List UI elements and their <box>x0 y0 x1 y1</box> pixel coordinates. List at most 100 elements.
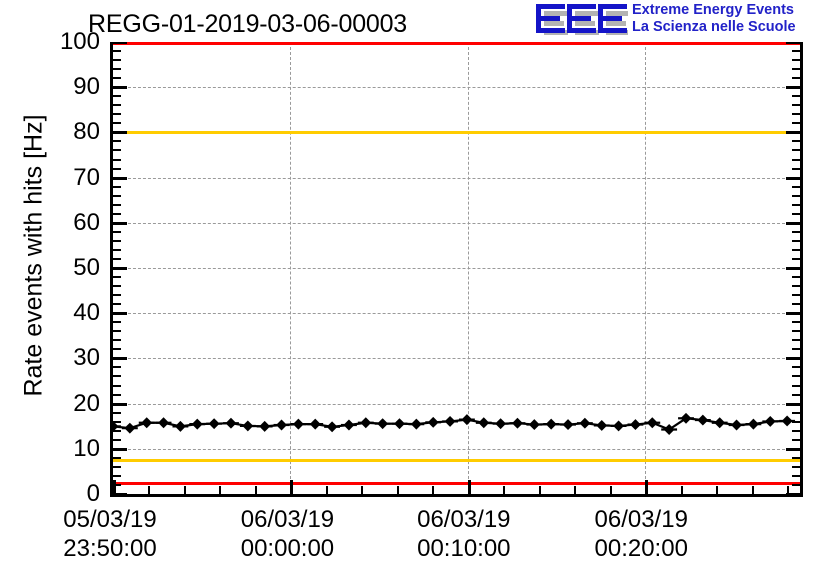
y-tick-minor-right <box>792 375 800 378</box>
y-tick-minor-right <box>792 113 800 116</box>
x-tick-major <box>290 480 294 494</box>
y-tick-minor-right <box>792 149 800 152</box>
data-point-marker <box>427 416 439 428</box>
y-tick-minor-right <box>792 167 800 170</box>
data-point-marker <box>764 415 776 427</box>
y-tick-major <box>113 402 127 406</box>
y-tick-label: 50 <box>73 254 100 281</box>
y-tick-minor-right <box>792 122 800 125</box>
data-point-marker <box>528 419 540 431</box>
y-tick-major <box>113 176 127 180</box>
eee-logo: Extreme Energy Events La Scienza nelle S… <box>536 2 832 38</box>
y-tick-minor <box>113 113 121 116</box>
y-tick-minor <box>113 104 121 107</box>
y-tick-minor <box>113 483 121 486</box>
y-tick-minor-right <box>792 95 800 98</box>
x-tick-label-time: 00:20:00 <box>594 535 688 562</box>
y-tick-major <box>113 131 127 135</box>
y-tick-minor <box>113 122 121 125</box>
data-point-marker <box>326 421 338 433</box>
data-point-marker <box>562 419 574 431</box>
eee-logo-line1: Extreme Energy Events <box>632 2 794 18</box>
data-point-marker <box>646 417 658 429</box>
x-tick-label-time: 00:10:00 <box>417 535 511 562</box>
x-tick-label: 05/03/19 23:50:00 <box>20 505 200 563</box>
eee-logo-text: Extreme Energy Events La Scienza nelle S… <box>632 2 832 36</box>
y-tick-major-right <box>786 267 800 270</box>
y-tick-label: 20 <box>73 389 100 417</box>
y-tick-minor <box>113 257 121 260</box>
y-tick-minor-right <box>792 366 800 369</box>
y-tick-minor <box>113 248 121 251</box>
y-tick-minor <box>113 212 121 215</box>
x-tick-minor <box>219 486 222 494</box>
x-tick-minor <box>183 486 186 494</box>
gridline-horizontal <box>113 448 800 450</box>
y-tick-minor <box>113 321 121 324</box>
y-tick-minor <box>113 294 121 297</box>
y-tick-major <box>113 221 127 225</box>
y-tick-minor-right <box>792 158 800 161</box>
y-tick-minor-right <box>792 303 800 306</box>
y-tick-minor-right <box>792 50 800 53</box>
data-series <box>113 412 796 435</box>
data-point-marker <box>596 419 608 431</box>
data-point-marker <box>478 417 490 429</box>
y-tick-major <box>113 493 127 494</box>
gridline-vertical <box>645 42 647 494</box>
data-point-marker <box>461 414 473 426</box>
y-tick-minor-right <box>792 438 800 441</box>
y-tick-label: 60 <box>73 208 100 236</box>
x-tick-label-time: 00:00:00 <box>240 535 335 562</box>
gridline-horizontal <box>113 403 800 405</box>
y-tick-minor-right <box>792 393 800 396</box>
data-point-marker <box>394 418 405 430</box>
x-tick-major <box>467 480 471 494</box>
gridline-horizontal <box>113 222 800 224</box>
y-tick-major <box>113 42 127 44</box>
y-tick-major-right <box>786 176 800 180</box>
upper-red-limit <box>113 42 800 45</box>
y-tick-major <box>113 267 127 270</box>
y-tick-minor-right <box>792 77 800 80</box>
y-tick-minor-right <box>792 140 800 143</box>
y-tick-major-right <box>786 357 800 361</box>
y-tick-label: 100 <box>59 28 100 55</box>
page-title: REGG-01-2019-03-06-00003 <box>88 10 408 38</box>
y-tick-minor-right <box>792 194 800 197</box>
y-tick-minor <box>113 429 121 432</box>
y-tick-minor <box>113 140 121 143</box>
y-tick-minor-right <box>792 257 800 260</box>
y-tick-minor <box>113 158 121 161</box>
y-tick-minor-right <box>792 294 800 297</box>
x-tick-label: 06/03/19 00:20:00 <box>551 505 731 563</box>
data-point-marker <box>731 419 743 431</box>
y-tick-label: 40 <box>73 299 100 327</box>
y-tick-minor-right <box>792 285 800 288</box>
x-tick-major <box>645 480 649 494</box>
y-tick-major <box>113 447 127 451</box>
gridline-horizontal <box>113 177 800 179</box>
y-tick-minor-right <box>792 68 800 71</box>
y-tick-minor-right <box>792 483 800 486</box>
data-point-marker <box>495 418 507 430</box>
y-tick-minor-right <box>792 203 800 206</box>
y-tick-minor <box>113 167 121 170</box>
data-point-marker <box>242 420 254 432</box>
eee-logo-icon <box>536 4 628 35</box>
y-tick-minor-right <box>792 420 800 423</box>
data-point-marker <box>781 415 793 427</box>
y-tick-minor-right <box>792 339 800 342</box>
y-tick-minor-right <box>792 456 800 459</box>
y-tick-minor-right <box>792 411 800 414</box>
y-tick-label: 80 <box>73 118 100 146</box>
data-point-marker <box>512 417 523 429</box>
data-point-marker <box>174 420 186 432</box>
y-tick-major-right <box>786 402 800 406</box>
y-tick-major-right <box>786 42 800 44</box>
y-tick-minor-right <box>792 465 800 468</box>
y-tick-minor-right <box>792 212 800 215</box>
data-point-marker <box>309 418 321 430</box>
plot-area <box>113 42 800 494</box>
x-tick-minor <box>361 486 364 494</box>
